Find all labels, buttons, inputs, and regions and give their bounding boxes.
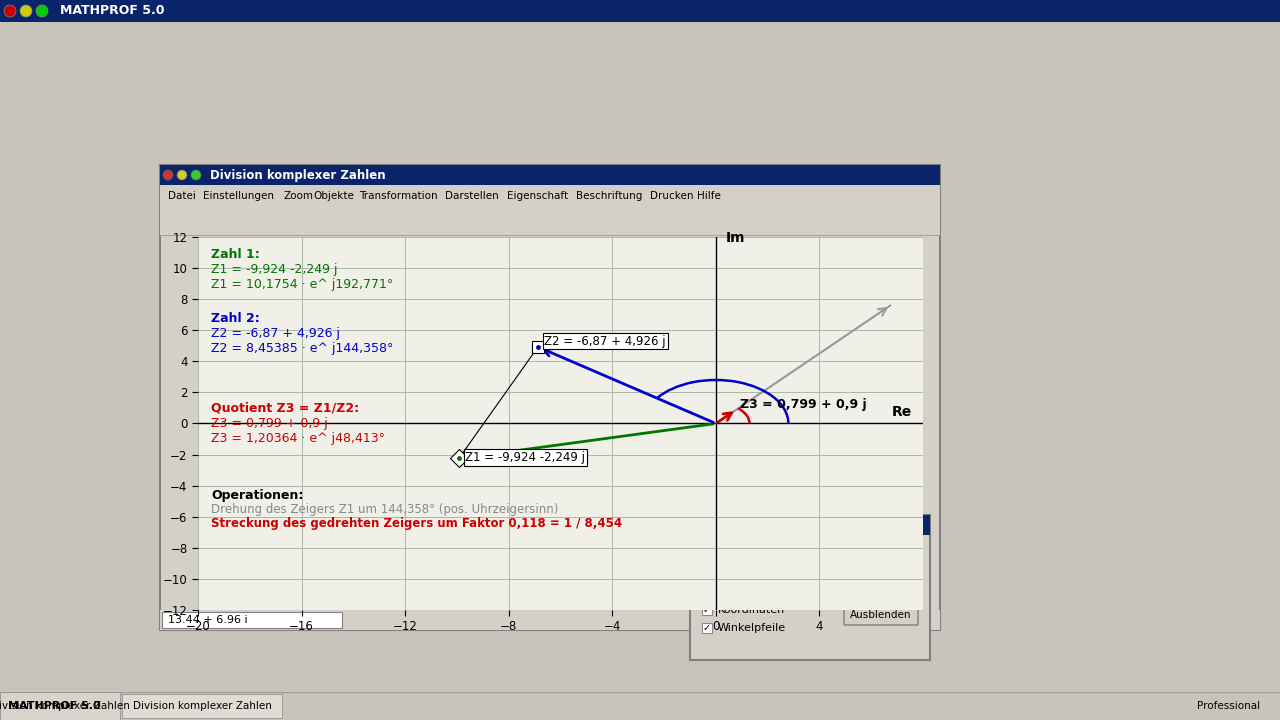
Text: Division komplexer Zahlen: Division komplexer Zahlen: [0, 701, 129, 711]
Bar: [160, 207, 940, 235]
Bar: [160, 165, 940, 630]
Text: Z2 = -6,87 + 4,926 j: Z2 = -6,87 + 4,926 j: [211, 327, 340, 340]
Text: Drehung des Zeigers Z1 um 144,358° (pos. Uhrzeigersinn): Drehung des Zeigers Z1 um 144,358° (pos.…: [211, 503, 558, 516]
Text: Zahl 1:: Zahl 1:: [211, 248, 260, 261]
Text: P beschriften: P beschriften: [718, 587, 791, 597]
Text: Objekte: Objekte: [314, 191, 353, 201]
Text: ✓: ✓: [703, 605, 712, 615]
Text: MATHPROF 5.0: MATHPROF 5.0: [8, 701, 101, 711]
Bar: [160, 165, 940, 185]
Text: Z3 = 0,799 + 0,9 j: Z3 = 0,799 + 0,9 j: [740, 398, 867, 411]
Text: Koordinaten: Koordinaten: [718, 605, 785, 615]
Bar: [0, 0, 1280, 22]
Text: Division komplexer Zahlen: Division komplexer Zahlen: [739, 520, 895, 530]
Text: Eigenschaft: Eigenschaft: [507, 191, 568, 201]
FancyBboxPatch shape: [844, 570, 918, 590]
Bar: [701, 587, 712, 597]
Bar: [690, 515, 931, 660]
Circle shape: [703, 546, 712, 554]
Text: X Punkte: X Punkte: [858, 545, 904, 555]
Text: Drucken: Drucken: [650, 191, 694, 201]
Circle shape: [177, 170, 187, 180]
Bar: [701, 623, 712, 633]
Text: Datei: Datei: [168, 191, 196, 201]
Text: Division: Division: [716, 565, 760, 575]
Circle shape: [191, 170, 201, 180]
Text: Beschriftung: Beschriftung: [576, 191, 643, 201]
Text: Z2 = 8,45385 · e^ j144,358°: Z2 = 8,45385 · e^ j144,358°: [211, 342, 393, 355]
Text: Simulation: Simulation: [852, 575, 909, 585]
FancyBboxPatch shape: [844, 540, 918, 560]
Text: Re: Re: [892, 405, 913, 419]
Bar: [160, 610, 940, 630]
Circle shape: [20, 5, 32, 17]
Circle shape: [704, 567, 709, 572]
Text: Z1 = -9,924 -2,249 j: Z1 = -9,924 -2,249 j: [466, 451, 585, 464]
Bar: [122, 694, 282, 718]
Text: Division komplexer Zahlen: Division komplexer Zahlen: [210, 168, 385, 181]
Circle shape: [163, 170, 173, 180]
Text: MATHPROF 5.0: MATHPROF 5.0: [60, 4, 165, 17]
Circle shape: [36, 5, 49, 17]
Text: Hilfe: Hilfe: [696, 191, 721, 201]
Circle shape: [703, 565, 712, 575]
Text: ✓: ✓: [703, 623, 712, 633]
Text: Zoom: Zoom: [283, 191, 314, 201]
Text: Z3 = 1,20364 · e^ j48,413°: Z3 = 1,20364 · e^ j48,413°: [211, 432, 385, 445]
Text: 13.44 + 6.96 i: 13.44 + 6.96 i: [168, 615, 247, 625]
Circle shape: [718, 521, 727, 529]
Text: Professional: Professional: [1197, 701, 1260, 711]
Text: Ausblenden: Ausblenden: [850, 610, 911, 620]
Text: Z2 = -6,87 + 4,926 j: Z2 = -6,87 + 4,926 j: [544, 335, 666, 348]
Text: Streckung des gedrehten Zeigers um Faktor 0,118 = 1 / 8,454: Streckung des gedrehten Zeigers um Fakto…: [211, 517, 622, 530]
Text: Einstellungen: Einstellungen: [204, 191, 274, 201]
Bar: [0, 692, 1280, 720]
Circle shape: [4, 5, 15, 17]
Text: Winkelpfeile: Winkelpfeile: [718, 623, 786, 633]
Text: ✓: ✓: [703, 587, 712, 597]
Text: Multiplikation: Multiplikation: [716, 545, 791, 555]
Text: Z1 = 10,1754 · e^ j192,771°: Z1 = 10,1754 · e^ j192,771°: [211, 278, 393, 291]
Text: Operationen:: Operationen:: [211, 489, 303, 502]
Circle shape: [692, 521, 701, 529]
Bar: [0, 692, 120, 720]
Bar: [160, 185, 940, 207]
Text: Darstellen: Darstellen: [444, 191, 498, 201]
Circle shape: [705, 521, 714, 529]
Bar: [690, 515, 931, 535]
Text: Division komplexer Zahlen: Division komplexer Zahlen: [133, 701, 271, 711]
Text: Z3 = 0,799 + 0,9 j: Z3 = 0,799 + 0,9 j: [211, 418, 328, 431]
Text: Quotient Z3 = Z1/Z2:: Quotient Z3 = Z1/Z2:: [211, 402, 360, 415]
Text: Z1 = -9,924 -2,249 j: Z1 = -9,924 -2,249 j: [211, 264, 338, 276]
Text: Zahl 2:: Zahl 2:: [211, 312, 260, 325]
Text: Transformation: Transformation: [360, 191, 438, 201]
Bar: [701, 605, 712, 615]
Text: Im: Im: [726, 230, 746, 245]
Bar: [163, 612, 342, 628]
FancyBboxPatch shape: [844, 605, 918, 625]
